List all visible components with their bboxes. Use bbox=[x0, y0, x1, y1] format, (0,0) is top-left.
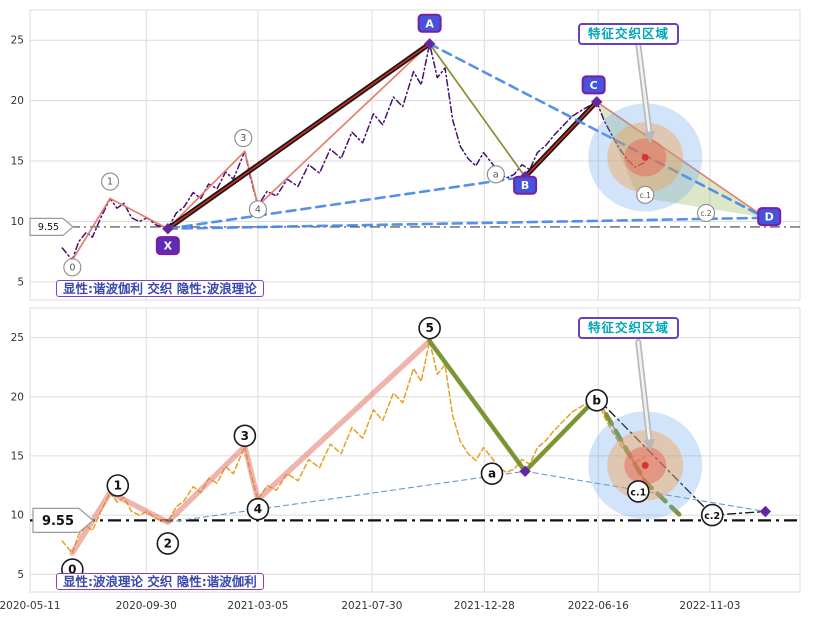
pivot-label-text: C bbox=[590, 79, 598, 92]
y-tick-label: 10 bbox=[11, 510, 24, 522]
panel-caption-bottom: 显性:波浪理论 交织 隐性:谐波伽利 bbox=[56, 573, 264, 590]
overlay-line-red-core bbox=[524, 100, 598, 178]
feature-arrowhead-icon bbox=[643, 130, 656, 144]
pivot-label-text: a bbox=[493, 169, 499, 180]
pivot-label-box bbox=[581, 75, 606, 95]
overlay-line-salmon-thick bbox=[69, 338, 433, 556]
pivot-label-text: 5 bbox=[425, 321, 433, 335]
overlay-line-red-core bbox=[166, 42, 431, 230]
feature-zone-center-dot bbox=[641, 461, 649, 469]
pivot-label-text: 3 bbox=[240, 133, 246, 144]
feature-zone-center-dot bbox=[641, 153, 649, 161]
y-tick-label: 15 bbox=[11, 156, 24, 168]
pivot-label-circle bbox=[106, 474, 130, 497]
y-tick-label: 25 bbox=[11, 332, 24, 344]
pivot-label-text: 0 bbox=[69, 262, 75, 273]
pivot-label-text: 4 bbox=[254, 502, 262, 516]
feature-arrowhead-icon bbox=[643, 438, 656, 452]
feature-arrow-core bbox=[636, 340, 651, 441]
x-tick-label: 2021-07-30 bbox=[341, 600, 402, 612]
pivot-label-text: 1 bbox=[114, 479, 122, 493]
pivot-label-circle bbox=[248, 200, 267, 219]
pivot-diamond-icon bbox=[519, 465, 531, 478]
pivot-label-circle bbox=[246, 497, 270, 521]
ref-price-text: 9.55 bbox=[42, 514, 74, 529]
x-tick-label: 2021-03-05 bbox=[227, 600, 288, 612]
y-tick-label: 20 bbox=[11, 391, 24, 403]
overlay-line-green-thin bbox=[428, 43, 526, 178]
pivot-label-circle bbox=[156, 532, 180, 555]
ref-price-text: 9.55 bbox=[38, 222, 59, 233]
pivot-label-text: D bbox=[765, 211, 774, 224]
ref-price-callout bbox=[29, 217, 74, 236]
pivot-diamond-icon bbox=[423, 38, 436, 50]
pivot-label-text: 2 bbox=[164, 536, 172, 550]
pivot-label-text: X bbox=[164, 240, 173, 253]
pivot-label-circle bbox=[626, 480, 650, 503]
pivot-label-text: c.1 bbox=[630, 487, 646, 498]
overlay-line-blue-dash bbox=[166, 216, 767, 230]
pivot-label-box bbox=[417, 13, 442, 33]
pivot-label-box bbox=[757, 207, 782, 227]
pivot-label-circle bbox=[480, 462, 504, 485]
y-tick-label: 5 bbox=[17, 569, 24, 581]
pivot-label-text: 0 bbox=[68, 563, 76, 577]
pivot-label-box bbox=[155, 236, 180, 256]
pivot-diamond-icon bbox=[162, 223, 174, 235]
pivot-label-text: B bbox=[521, 179, 529, 192]
pivot-label-text: b bbox=[592, 393, 601, 407]
y-tick-label: 5 bbox=[17, 276, 24, 288]
pivot-label-circle bbox=[486, 165, 505, 184]
pivot-label-text: 4 bbox=[255, 204, 261, 215]
pivot-label-circle bbox=[636, 185, 655, 204]
y-tick-label: 20 bbox=[11, 95, 24, 107]
x-tick-label: 2020-09-30 bbox=[116, 600, 177, 612]
pivot-label-circle bbox=[234, 129, 253, 148]
pivot-label-circle bbox=[585, 388, 609, 412]
y-tick-label: 25 bbox=[11, 35, 24, 47]
overlay-line-blue-dash bbox=[166, 175, 527, 230]
pivot-label-text: c.2 bbox=[700, 209, 712, 218]
pivot-label-circle bbox=[418, 316, 441, 340]
pivot-diamond-icon bbox=[591, 96, 603, 108]
pivot-label-text: A bbox=[425, 17, 434, 30]
pivot-label-circle bbox=[233, 424, 257, 448]
x-tick-label: 2021-12-28 bbox=[454, 600, 515, 612]
pivot-label-text: 1 bbox=[107, 177, 113, 188]
y-tick-label: 15 bbox=[11, 450, 24, 462]
pivot-label-text: c.2 bbox=[704, 511, 720, 522]
x-tick-label: 2020-05-11 bbox=[0, 600, 61, 612]
x-tick-label: 2022-06-16 bbox=[568, 600, 629, 612]
feature-zone-label-top: 特征交织区域 bbox=[578, 23, 680, 45]
pivot-diamond-icon bbox=[759, 505, 772, 518]
overlay-line-green-thick-dash bbox=[594, 395, 683, 518]
pivot-label-circle bbox=[700, 503, 724, 527]
y-tick-label: 10 bbox=[11, 216, 24, 228]
pivot-label-box bbox=[513, 175, 538, 195]
pivot-label-circle bbox=[63, 258, 82, 277]
x-tick-label: 2022-11-03 bbox=[679, 600, 740, 612]
pivot-label-text: c.1 bbox=[640, 191, 652, 200]
pivot-label-text: a bbox=[488, 467, 496, 481]
panel-caption-top: 显性:谐波伽利 交织 隐性:波浪理论 bbox=[56, 280, 264, 297]
pivot-label-circle bbox=[697, 203, 716, 223]
overlay-line-blue-dash bbox=[428, 42, 767, 220]
feature-zone-label-bottom: 特征交织区域 bbox=[578, 317, 680, 339]
feature-arrow-core bbox=[636, 42, 651, 133]
ref-price-callout bbox=[32, 507, 94, 534]
pivot-label-circle bbox=[101, 172, 120, 191]
pivot-label-text: 3 bbox=[241, 429, 249, 443]
